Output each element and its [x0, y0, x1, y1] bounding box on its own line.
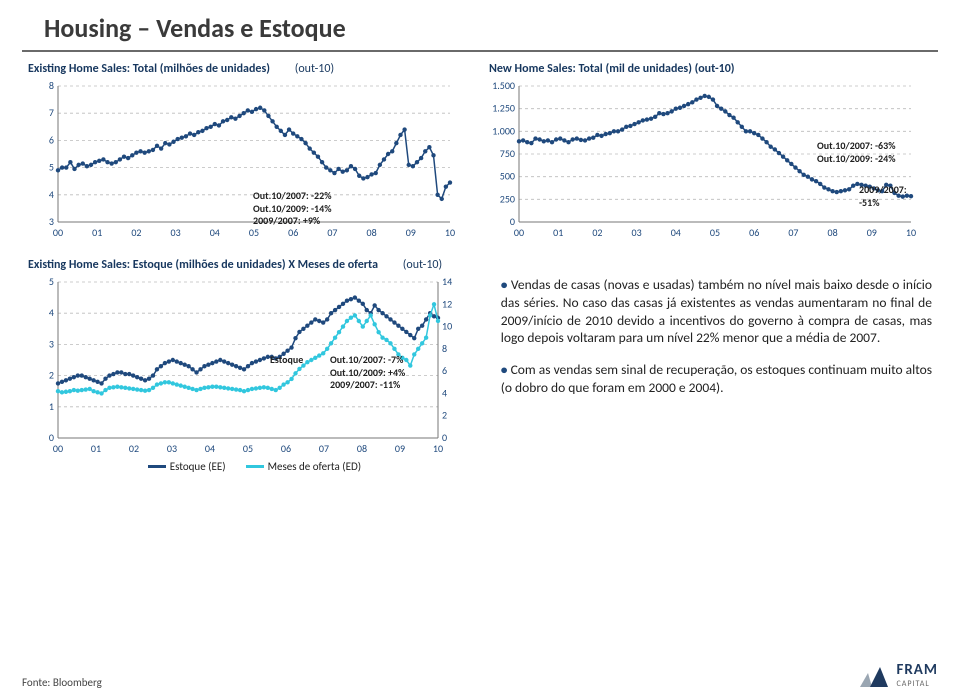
chart1-ann-l1: Out.10/2007: -22% [253, 190, 331, 203]
legend-meses: Meses de oferta (ED) [246, 460, 362, 473]
chart2-title: New Home Sales: Total (mil de unidades) … [489, 62, 932, 76]
swatch-meses [246, 465, 264, 468]
chart-new-home-sales: New Home Sales: Total (mil de unidades) … [489, 62, 932, 240]
legend-meses-label: Meses de oferta (ED) [268, 460, 362, 473]
chart-existing-home-sales: Existing Home Sales: Total (milhões de u… [28, 62, 471, 240]
svg-text:02: 02 [131, 226, 141, 239]
chart3-legend: Estoque (EE) Meses de oferta (ED) [28, 460, 481, 473]
chart1-title-main: Existing Home Sales: Total (milhões de u… [28, 62, 270, 76]
svg-text:04: 04 [210, 226, 220, 239]
svg-text:08: 08 [828, 226, 838, 239]
svg-text:1.250: 1.250 [492, 102, 515, 115]
chart-estoque-meses: Existing Home Sales: Estoque (milhões de… [28, 258, 481, 473]
svg-text:5: 5 [49, 276, 54, 288]
svg-text:05: 05 [243, 442, 253, 455]
chart1-ann-l3: 2009/2007: +9% [253, 215, 331, 228]
svg-text:2: 2 [49, 369, 54, 382]
chart2-annotation-a: Out.10/2007: -63% Out.10/2009: -24% [817, 140, 895, 165]
svg-text:00: 00 [53, 226, 63, 239]
svg-text:06: 06 [749, 226, 759, 239]
chart3-ann-l3: 2009/2007: -11% [330, 379, 405, 392]
chart2-ann-l1: Out.10/2007: -63% [817, 140, 895, 153]
top-charts-row: Existing Home Sales: Total (milhões de u… [0, 62, 960, 252]
svg-text:500: 500 [500, 170, 515, 183]
svg-text:03: 03 [632, 226, 642, 239]
chart3-title-main: Existing Home Sales: Estoque (milhões de… [28, 258, 378, 272]
svg-text:00: 00 [514, 226, 524, 239]
chart2-annotation-b: 2009/2007: -51% [859, 184, 907, 209]
svg-text:10: 10 [445, 226, 455, 239]
svg-text:1: 1 [49, 400, 54, 413]
svg-text:06: 06 [288, 226, 298, 239]
svg-text:09: 09 [395, 442, 405, 455]
source-label: Fonte: Bloomberg [22, 676, 102, 689]
svg-text:07: 07 [327, 226, 337, 239]
fram-logo: FRAM CAPITAL [858, 660, 938, 689]
svg-text:12: 12 [442, 297, 452, 310]
logo-main: FRAM [896, 661, 938, 679]
bullets: Vendas de casas (novas e usadas) também … [501, 258, 932, 473]
svg-text:04: 04 [205, 442, 215, 455]
svg-text:09: 09 [406, 226, 416, 239]
svg-text:750: 750 [500, 147, 515, 160]
svg-text:1.000: 1.000 [492, 124, 515, 137]
footer: Fonte: Bloomberg FRAM CAPITAL [22, 660, 938, 689]
chart1-svg: 3456780001020304050607080910 [28, 80, 458, 240]
svg-text:4: 4 [49, 306, 54, 319]
svg-text:01: 01 [553, 226, 563, 239]
swatch-estoque [148, 465, 166, 468]
chart1-annotation: Out.10/2007: -22% Out.10/2009: -14% 2009… [253, 190, 331, 228]
svg-text:05: 05 [710, 226, 720, 239]
svg-text:02: 02 [592, 226, 602, 239]
svg-text:5: 5 [49, 161, 54, 174]
chart3-annotation: Out.10/2007: -7% Out.10/2009: +4% 2009/2… [330, 354, 405, 392]
logo-sub: CAPITAL [896, 679, 938, 689]
svg-text:6: 6 [49, 133, 54, 146]
svg-text:10: 10 [906, 226, 916, 239]
page-title: Housing – Vendas e Estoque [22, 0, 938, 52]
svg-text:00: 00 [53, 442, 63, 455]
bullet-1: Vendas de casas (novas e usadas) também … [501, 276, 932, 347]
svg-text:07: 07 [319, 442, 329, 455]
legend-estoque: Estoque (EE) [148, 460, 226, 473]
svg-text:3: 3 [49, 337, 54, 350]
chart2-ann-l3: 2009/2007: [859, 184, 907, 197]
svg-text:7: 7 [49, 106, 54, 119]
chart3-title-sub: (out-10) [403, 258, 442, 272]
svg-text:8: 8 [49, 80, 54, 92]
svg-text:05: 05 [249, 226, 259, 239]
chart1-title-sub: (out-10) [295, 62, 334, 76]
svg-text:8: 8 [442, 342, 447, 355]
svg-text:2: 2 [442, 409, 447, 422]
svg-text:02: 02 [129, 442, 139, 455]
svg-text:06: 06 [281, 442, 291, 455]
legend-estoque-label: Estoque (EE) [170, 460, 226, 473]
svg-text:6: 6 [442, 364, 447, 377]
svg-text:03: 03 [171, 226, 181, 239]
svg-text:10: 10 [433, 442, 443, 455]
lower-row: Existing Home Sales: Estoque (milhões de… [0, 252, 960, 473]
chart2-ann-l4: -51% [859, 197, 907, 210]
chart3-title: Existing Home Sales: Estoque (milhões de… [28, 258, 481, 272]
svg-text:08: 08 [357, 442, 367, 455]
svg-text:10: 10 [442, 320, 452, 333]
bullet-2: Com as vendas sem sinal de recuperação, … [501, 361, 932, 397]
svg-text:01: 01 [92, 226, 102, 239]
svg-text:4: 4 [442, 386, 447, 399]
chart1-title: Existing Home Sales: Total (milhões de u… [28, 62, 471, 76]
svg-text:4: 4 [49, 188, 54, 201]
svg-text:1.500: 1.500 [492, 80, 515, 92]
svg-text:250: 250 [500, 192, 515, 205]
svg-text:04: 04 [671, 226, 681, 239]
svg-text:03: 03 [167, 442, 177, 455]
chart3-estoque-tag: Estoque [270, 353, 303, 366]
svg-text:01: 01 [91, 442, 101, 455]
svg-text:14: 14 [442, 276, 452, 288]
svg-text:07: 07 [788, 226, 798, 239]
fram-logo-icon [858, 665, 890, 689]
chart2-ann-l2: Out.10/2009: -24% [817, 153, 895, 166]
svg-text:08: 08 [367, 226, 377, 239]
svg-text:09: 09 [867, 226, 877, 239]
chart3-ann-l1: Out.10/2007: -7% [330, 354, 405, 367]
